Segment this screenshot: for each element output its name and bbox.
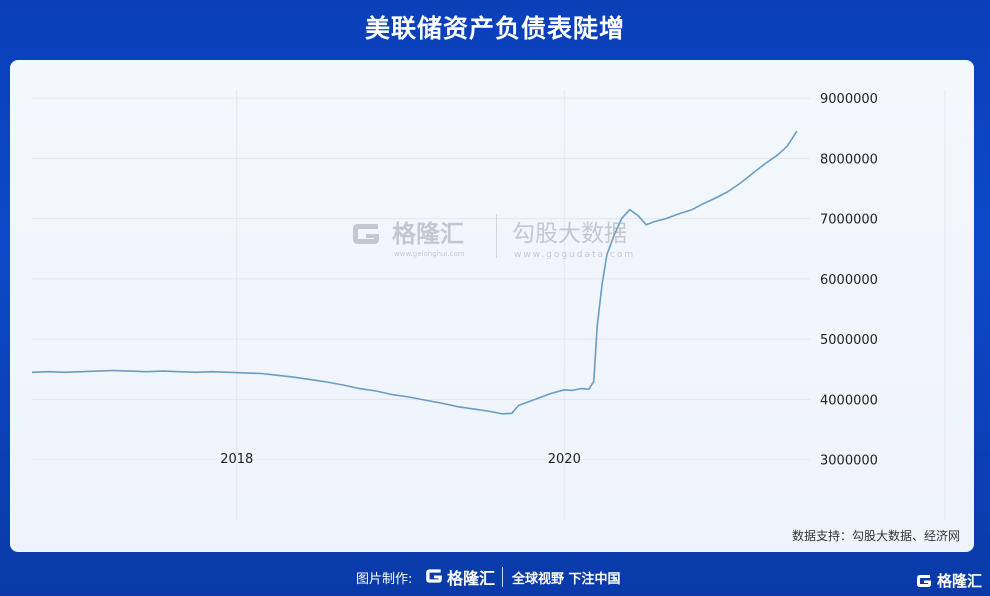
data-source: 数据支持：勾股大数据、经济网 [791, 529, 960, 543]
corner-logo-icon [917, 575, 931, 587]
footer-brand: 格隆汇 [447, 569, 496, 588]
gelonghui-logo-icon [353, 224, 379, 244]
x-tick-label: 2018 [220, 452, 253, 467]
y-tick-label: 7000000 [820, 213, 878, 228]
y-tick-label: 3000000 [820, 454, 878, 469]
y-tick-label: 9000000 [820, 92, 878, 107]
watermark: 格隆汇 www.gelonghui.com 勾股大数据 www.gogudata… [348, 208, 648, 272]
x-tick-label: 2020 [548, 452, 581, 467]
watermark-divider [496, 214, 497, 258]
chart-panel: 3000000 4000000 5000000 6000000 7000000 80000… [10, 60, 974, 552]
footer-divider [502, 567, 503, 587]
corner-brand: 格隆汇 [937, 572, 983, 590]
y-tick-label: 6000000 [820, 273, 878, 288]
series-line [31, 130, 798, 415]
footer: 图片制作: 格隆汇 全球视野 下注中国 [0, 563, 990, 593]
watermark-brand-cn: 格隆汇 [392, 220, 464, 248]
y-tick-label: 4000000 [820, 393, 878, 408]
watermark-data-cn: 勾股大数据 [512, 221, 627, 247]
line-chart: 3000000 4000000 5000000 6000000 7000000 80000… [31, 90, 946, 520]
footer-label: 图片制作: [356, 572, 413, 587]
footer-slogan: 全球视野 下注中国 [512, 572, 621, 587]
y-tick-label: 5000000 [820, 333, 878, 348]
page-title: 美联储资产负债表陡增 [364, 14, 625, 43]
watermark-data-en: www.gogudata.com [514, 250, 636, 260]
y-tick-label: 8000000 [820, 152, 878, 167]
gelonghui-logo-icon [426, 569, 442, 583]
watermark-brand-en: www.gelonghui.com [394, 250, 465, 258]
